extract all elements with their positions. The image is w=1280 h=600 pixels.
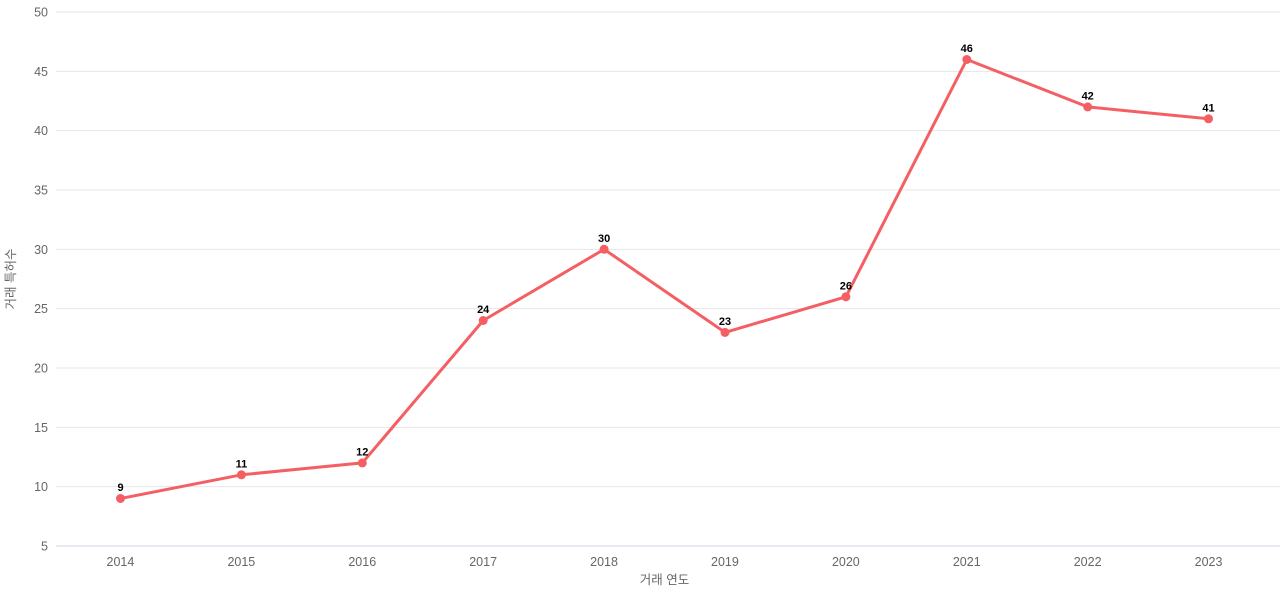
data-point-label: 26 (840, 280, 852, 292)
data-point-label: 42 (1082, 90, 1094, 102)
x-axis-tick-label: 2022 (1074, 555, 1102, 569)
y-axis-tick-label: 25 (34, 302, 48, 316)
y-axis-tick-label: 10 (34, 480, 48, 494)
x-axis-tick-label: 2021 (953, 555, 981, 569)
y-axis-tick-label: 50 (34, 6, 48, 20)
data-point-marker[interactable] (841, 292, 851, 302)
data-point-marker[interactable] (116, 494, 125, 503)
data-point-marker[interactable] (720, 327, 730, 337)
data-point-marker[interactable] (236, 470, 246, 480)
series-line (119, 58, 1210, 500)
data-point-marker[interactable] (357, 458, 367, 468)
data-point-label: 41 (1202, 102, 1214, 114)
data-point-marker[interactable] (1083, 102, 1093, 112)
data-point-label: 46 (961, 43, 973, 55)
x-axis-tick-label: 2019 (711, 555, 739, 569)
x-axis-tick-label: 2016 (348, 555, 376, 569)
data-point-label: 11 (236, 458, 248, 470)
data-point-label: 9 (117, 482, 123, 494)
x-axis-tick-label: 2020 (832, 555, 860, 569)
y-axis-tick-label: 15 (34, 421, 48, 435)
y-axis-tick-label: 5 (41, 540, 48, 554)
x-axis-tick-label: 2014 (107, 555, 135, 569)
y-axis-tick-label: 40 (34, 124, 48, 138)
y-axis-tick-label: 20 (34, 362, 48, 376)
data-point-label: 12 (356, 446, 368, 458)
data-point-marker[interactable] (962, 55, 972, 64)
y-axis-tick-label: 45 (34, 65, 48, 79)
x-axis-tick-label: 2018 (590, 555, 618, 569)
data-point-label: 24 (477, 304, 490, 316)
x-axis-tick-label: 2017 (469, 555, 497, 569)
data-point-marker[interactable] (1204, 114, 1213, 124)
y-axis-tick-label: 30 (34, 243, 48, 257)
data-point-marker[interactable] (478, 316, 488, 325)
x-axis-title: 거래 연도 (640, 573, 689, 587)
data-point-marker[interactable] (599, 244, 609, 254)
x-axis-tick-label: 2015 (227, 555, 255, 569)
data-point-label: 23 (719, 316, 731, 328)
y-axis-title: 거래 특허수 (4, 249, 18, 310)
y-axis-tick-label: 35 (34, 184, 48, 198)
x-axis-tick-label: 2023 (1195, 555, 1223, 569)
data-point-label: 30 (598, 233, 610, 245)
